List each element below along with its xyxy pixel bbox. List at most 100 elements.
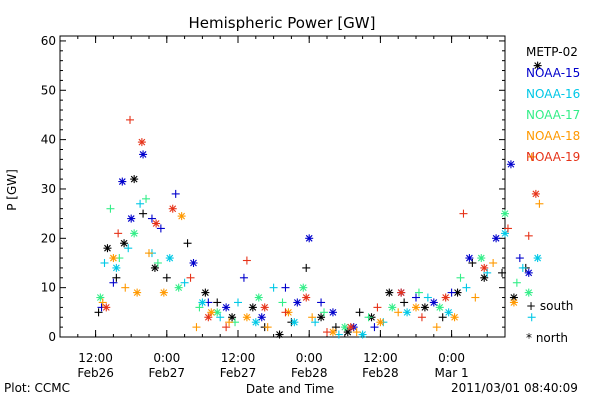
x-tick-label-date: Feb28 <box>362 366 399 380</box>
south-marker-noaa-16 <box>234 298 242 307</box>
y-tick-label: 0 <box>48 330 56 344</box>
south-marker-noaa-17 <box>278 298 287 307</box>
south-marker-noaa-18 <box>489 258 498 267</box>
south-marker-noaa-16 <box>518 263 527 272</box>
north-marker-noaa-19 <box>302 293 311 302</box>
legend-entry-noaa-19: NOAA-19 <box>526 150 581 164</box>
north-marker-noaa-18 <box>376 318 385 327</box>
south-marker-noaa-19 <box>503 224 512 233</box>
north-marker-noaa-19 <box>531 189 540 198</box>
north-marker-noaa-18 <box>109 254 118 263</box>
south-marker-noaa-18 <box>535 199 544 208</box>
south-marker-noaa-16 <box>136 199 145 208</box>
south-marker-noaa-17 <box>456 273 465 282</box>
south-marker-metp-02 <box>183 239 192 248</box>
south-marker-metp-02 <box>139 209 148 218</box>
south-marker-noaa-16 <box>124 244 133 253</box>
north-marker-noaa-17 <box>299 283 308 292</box>
south-marker-metp-02 <box>498 268 507 277</box>
y-tick-label: 50 <box>41 83 56 97</box>
south-marker-noaa-15 <box>281 283 290 292</box>
north-marker-noaa-16 <box>251 318 260 327</box>
north-marker-metp-02 <box>120 239 129 248</box>
x-tick-label-time: 12:00 <box>78 351 113 365</box>
south-marker-noaa-15 <box>171 189 180 198</box>
north-marker-metp-02 <box>201 288 210 297</box>
legend-entry-noaa-18: NOAA-18 <box>526 129 581 143</box>
south-marker-noaa-15 <box>412 293 420 302</box>
north-marker-metp-02 <box>317 313 326 322</box>
north-marker-metp-02 <box>420 303 429 312</box>
north-marker-noaa-16 <box>290 318 299 327</box>
south-marker-noaa-17 <box>195 303 204 312</box>
x-tick-label-date: Feb28 <box>291 366 328 380</box>
x-tick-label-time: 0:00 <box>438 351 465 365</box>
north-marker-noaa-17 <box>254 293 263 302</box>
x-tick-label-time: 12:00 <box>363 351 398 365</box>
south-marker-noaa-19 <box>373 303 382 312</box>
north-marker-noaa-16 <box>198 298 207 307</box>
plot-timestamp: 2011/03/01 08:40:09 <box>451 381 578 395</box>
south-marker-noaa-15 <box>109 278 118 287</box>
south-marker-noaa-16 <box>180 278 189 287</box>
plot-credit: Plot: CCMC <box>4 381 70 395</box>
south-marker-metp-02 <box>94 308 103 317</box>
y-tick-label: 40 <box>41 133 56 147</box>
x-axis-ticks: 12:00Feb260:00Feb2712:00Feb270:00Feb2812… <box>59 36 506 380</box>
south-marker-noaa-15 <box>147 214 156 223</box>
south-marker-noaa-18 <box>527 152 536 161</box>
north-marker-noaa-15 <box>222 303 231 312</box>
north-marker-noaa-15 <box>257 313 266 322</box>
south-marker-noaa-15 <box>317 298 326 307</box>
north-marker-noaa-16 <box>533 254 542 263</box>
north-marker-metp-02 <box>453 288 462 297</box>
north-marker-metp-02 <box>533 61 542 70</box>
south-marker-noaa-16 <box>269 283 278 292</box>
north-marker-noaa-19 <box>137 138 146 147</box>
north-marker-noaa-19 <box>152 219 161 228</box>
legend-entry-noaa-15: NOAA-15 <box>526 66 581 80</box>
north-marker-noaa-15 <box>429 298 438 307</box>
north-marker-noaa-18 <box>412 303 420 312</box>
south-marker-noaa-16 <box>527 313 536 322</box>
north-marker-noaa-18 <box>450 313 459 322</box>
north-marker-noaa-16 <box>165 254 174 263</box>
north-marker-noaa-19 <box>441 293 450 302</box>
south-marker-noaa-19 <box>242 256 251 265</box>
north-marker-noaa-15 <box>465 254 474 263</box>
north-marker-noaa-15 <box>127 214 136 223</box>
south-marker-metp-02 <box>213 298 222 307</box>
south-marker-noaa-16 <box>100 258 109 267</box>
south-marker-noaa-16 <box>334 330 343 339</box>
south-marker-noaa-18 <box>225 318 234 327</box>
north-marker-noaa-19 <box>346 323 355 332</box>
legend-north-marker: * north <box>526 331 569 345</box>
south-marker-noaa-17 <box>153 258 162 267</box>
north-marker-noaa-18 <box>177 212 186 221</box>
north-marker-noaa-15 <box>118 177 127 186</box>
south-marker-noaa-17 <box>142 194 151 203</box>
north-marker-noaa-19 <box>397 288 406 297</box>
legend-entry-noaa-16: NOAA-16 <box>526 87 581 101</box>
south-marker-metp-02 <box>400 298 409 307</box>
south-marker-noaa-18 <box>394 308 403 317</box>
chart-title: Hemispheric Power [GW] <box>189 14 376 32</box>
legend-entry-noaa-17: NOAA-17 <box>526 108 581 122</box>
south-marker-noaa-18 <box>145 249 153 258</box>
north-marker-metp-02 <box>385 288 394 297</box>
north-marker-noaa-18 <box>159 288 168 297</box>
plot-axes <box>59 35 506 338</box>
north-marker-noaa-16 <box>112 263 121 272</box>
south-marker-noaa-18 <box>192 323 201 332</box>
south-marker-noaa-17 <box>364 313 373 322</box>
north-marker-metp-02 <box>248 303 257 312</box>
south-marker-metp-02 <box>302 263 311 272</box>
north-marker-metp-02 <box>103 244 112 253</box>
north-marker-noaa-15 <box>139 150 148 159</box>
north-marker-noaa-16 <box>403 308 412 317</box>
north-marker-noaa-18 <box>328 328 337 337</box>
south-marker-noaa-17 <box>414 288 423 297</box>
north-marker-noaa-17 <box>524 288 533 297</box>
south-marker-metp-02 <box>162 273 171 282</box>
